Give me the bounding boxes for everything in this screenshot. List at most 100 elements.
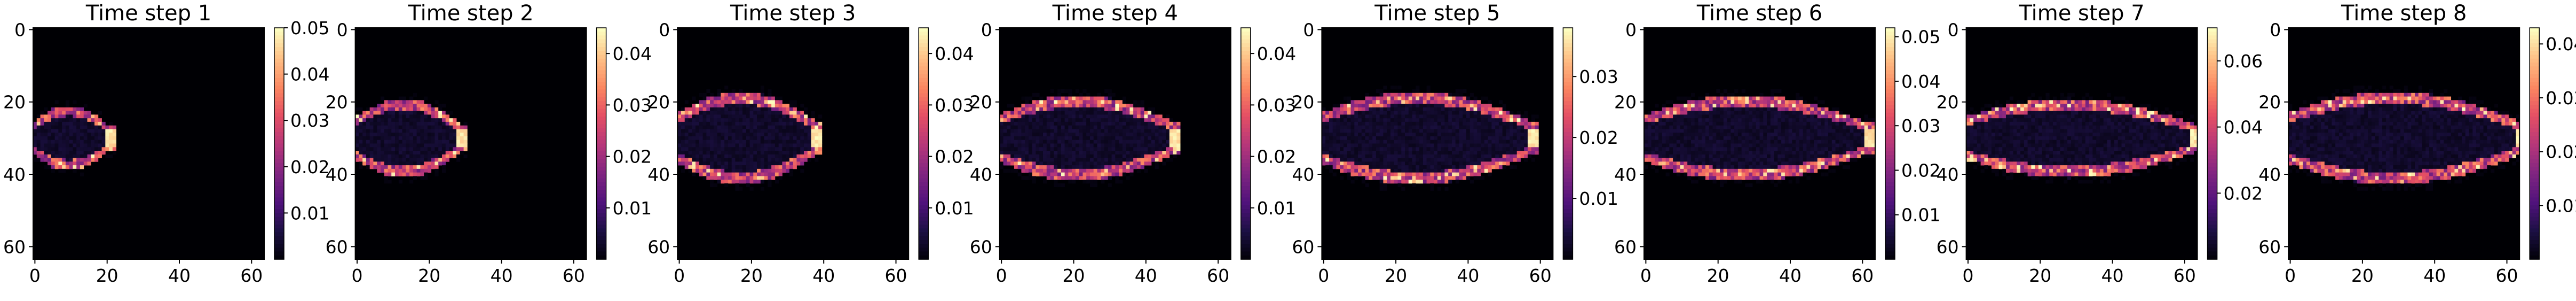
axes-frame <box>1321 27 1554 260</box>
heatmap-cell <box>724 143 729 148</box>
heatmap-cell <box>1871 125 1876 129</box>
heatmap-cell <box>362 158 367 162</box>
heatmap-cell <box>1354 125 1358 129</box>
heatmap-cell <box>717 92 721 97</box>
heatmap-cell <box>91 121 95 126</box>
heatmap-cell <box>1709 118 1713 122</box>
heatmap-cell <box>1408 118 1412 122</box>
heatmap-cell <box>101 133 106 137</box>
heatmap-cell <box>1770 104 1774 108</box>
heatmap-cell <box>1423 114 1427 119</box>
heatmap-cell <box>1111 165 1116 169</box>
heatmap-cell <box>44 154 48 158</box>
heatmap-cell <box>1510 154 1514 158</box>
heatmap-cell <box>1455 129 1459 133</box>
colorbar-segment <box>1563 248 1573 252</box>
heatmap-cell <box>1463 107 1467 112</box>
heatmap-cell <box>1347 125 1351 129</box>
heatmap-cell <box>449 136 453 141</box>
heatmap-cell <box>1412 154 1416 158</box>
colorbar-segment <box>1240 151 1251 156</box>
heatmap-cell <box>1730 114 1735 119</box>
colorbar-segment <box>274 251 284 256</box>
heatmap-cell <box>1466 154 1471 158</box>
heatmap-cell <box>1669 100 1673 104</box>
heatmap-cell <box>1383 118 1387 122</box>
heatmap-cell <box>768 172 772 176</box>
heatmap-cell <box>1350 118 1355 122</box>
heatmap-cell <box>44 133 48 137</box>
heatmap-cell <box>1408 161 1412 166</box>
heatmap-cell <box>51 165 55 169</box>
heatmap-cell <box>1379 165 1384 169</box>
heatmap-cell <box>1332 104 1337 108</box>
colorbar-tick-label: 0.02 <box>290 157 329 177</box>
heatmap-cell <box>1003 129 1007 133</box>
heatmap-cell <box>109 154 113 158</box>
heatmap-cell <box>1340 104 1344 108</box>
heatmap-cell <box>771 147 776 151</box>
heatmap-cell <box>1372 165 1377 169</box>
heatmap-cell <box>753 161 757 166</box>
heatmap-cell <box>73 140 77 144</box>
heatmap-cell <box>696 165 700 169</box>
heatmap-cell <box>1434 140 1438 144</box>
heatmap-cell <box>1676 104 1681 108</box>
heatmap-cell <box>1340 121 1344 126</box>
colorbar-segment <box>919 47 929 51</box>
heatmap-cell <box>1155 125 1159 129</box>
heatmap-cell <box>1358 121 1362 126</box>
colorbar-segment <box>274 182 284 187</box>
heatmap-cell <box>1397 104 1402 108</box>
heatmap-cell <box>427 151 432 155</box>
heatmap-cell <box>1010 121 1015 126</box>
heatmap-cell <box>1419 151 1424 155</box>
heatmap-cell <box>753 133 757 137</box>
heatmap-cell <box>1343 104 1348 108</box>
heatmap-cell <box>749 125 754 129</box>
heatmap-cell <box>702 154 707 158</box>
heatmap-cell <box>1416 143 1420 148</box>
heatmap-cell <box>395 140 399 144</box>
heatmap-cell <box>1397 168 1402 173</box>
heatmap-cell <box>1162 133 1166 137</box>
heatmap-cell <box>677 125 682 129</box>
heatmap-cell <box>420 168 424 173</box>
heatmap-cell <box>1397 172 1402 176</box>
heatmap-cell <box>728 165 732 169</box>
heatmap-cell <box>1325 147 1330 151</box>
heatmap-cell <box>1687 114 1692 119</box>
heatmap-cell <box>1647 114 1652 119</box>
heatmap-cell <box>1709 104 1713 108</box>
heatmap-cell <box>398 129 402 133</box>
heatmap-cell <box>789 154 794 158</box>
heatmap-cell <box>1064 104 1069 108</box>
heatmap-cell <box>1032 104 1036 108</box>
heatmap-cell <box>1401 125 1405 129</box>
heatmap-cell <box>1430 133 1434 137</box>
y-tick-label: 60 <box>647 236 670 257</box>
heatmap-cell <box>369 121 374 126</box>
colorbar-segment <box>1240 43 1251 48</box>
heatmap-cell <box>1824 107 1829 112</box>
heatmap-cell <box>402 151 406 155</box>
heatmap-cell <box>1405 136 1409 141</box>
heatmap-cell <box>1839 121 1843 126</box>
heatmap-cell <box>1101 118 1105 122</box>
heatmap-cell <box>1122 140 1126 144</box>
heatmap-cell <box>1068 129 1072 133</box>
heatmap-cell <box>395 133 399 137</box>
heatmap-cell <box>688 147 692 151</box>
heatmap-cell <box>746 161 750 166</box>
heatmap-cell <box>1426 176 1431 180</box>
heatmap-cell <box>359 147 363 151</box>
heatmap-cell <box>91 154 95 158</box>
heatmap-cell <box>1412 183 1416 188</box>
heatmap-cell <box>1702 104 1706 108</box>
colorbar-segment <box>596 97 606 102</box>
heatmap-cell <box>1828 121 1832 126</box>
heatmap-cell <box>1050 104 1054 108</box>
colorbar-tick-label: 0.01 <box>1257 198 1296 219</box>
heatmap-cell <box>1430 104 1434 108</box>
heatmap-cell <box>1481 114 1485 119</box>
